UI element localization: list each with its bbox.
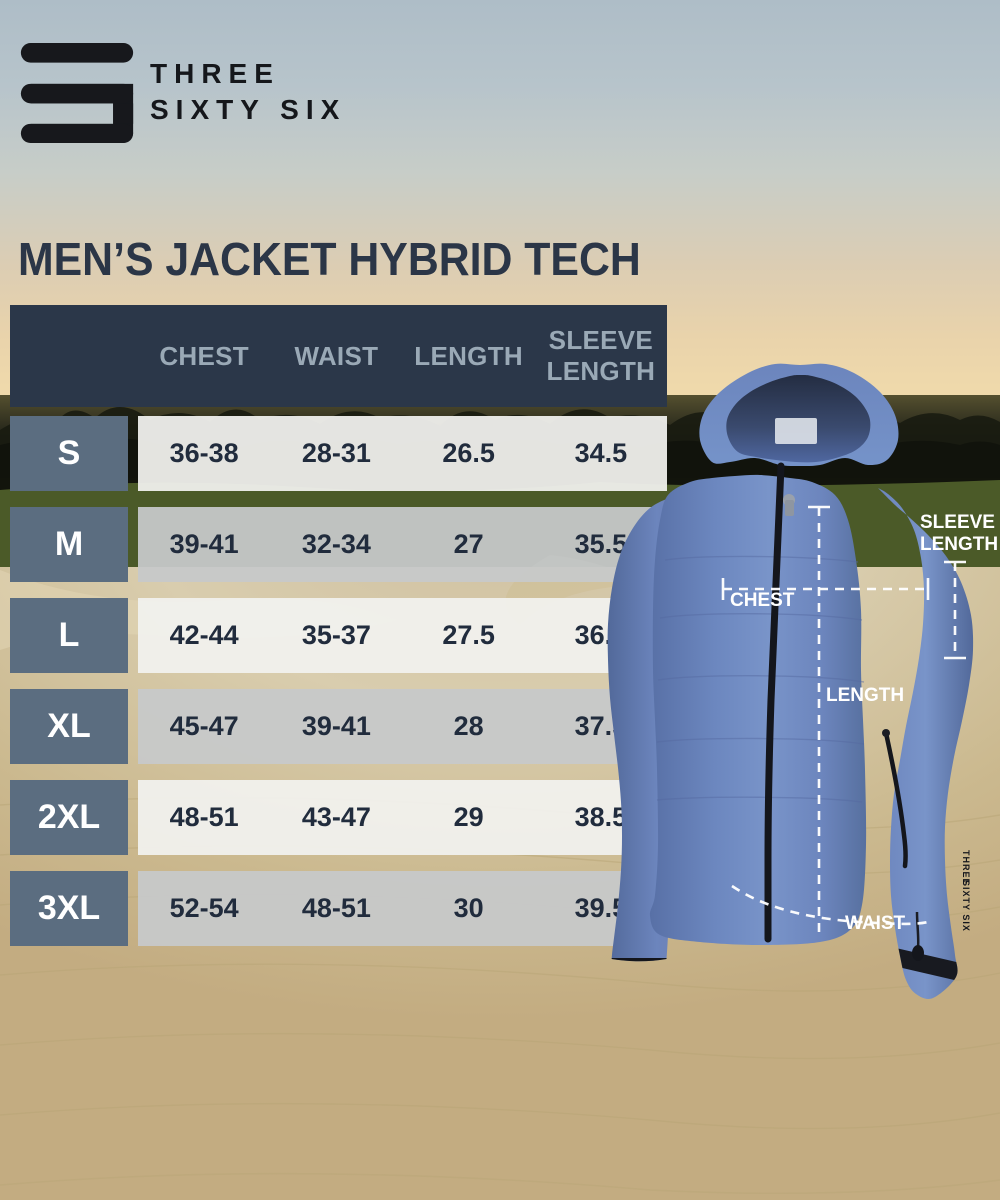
svg-text:CHEST: CHEST <box>730 590 795 611</box>
svg-text:THREE: THREE <box>961 850 971 886</box>
svg-text:SIXTY SIX: SIXTY SIX <box>961 880 971 932</box>
svg-text:LENGTH: LENGTH <box>826 685 904 706</box>
svg-text:WAIST: WAIST <box>845 913 906 934</box>
svg-text:LENGTH: LENGTH <box>920 534 998 555</box>
svg-text:SLEEVE: SLEEVE <box>920 512 995 533</box>
